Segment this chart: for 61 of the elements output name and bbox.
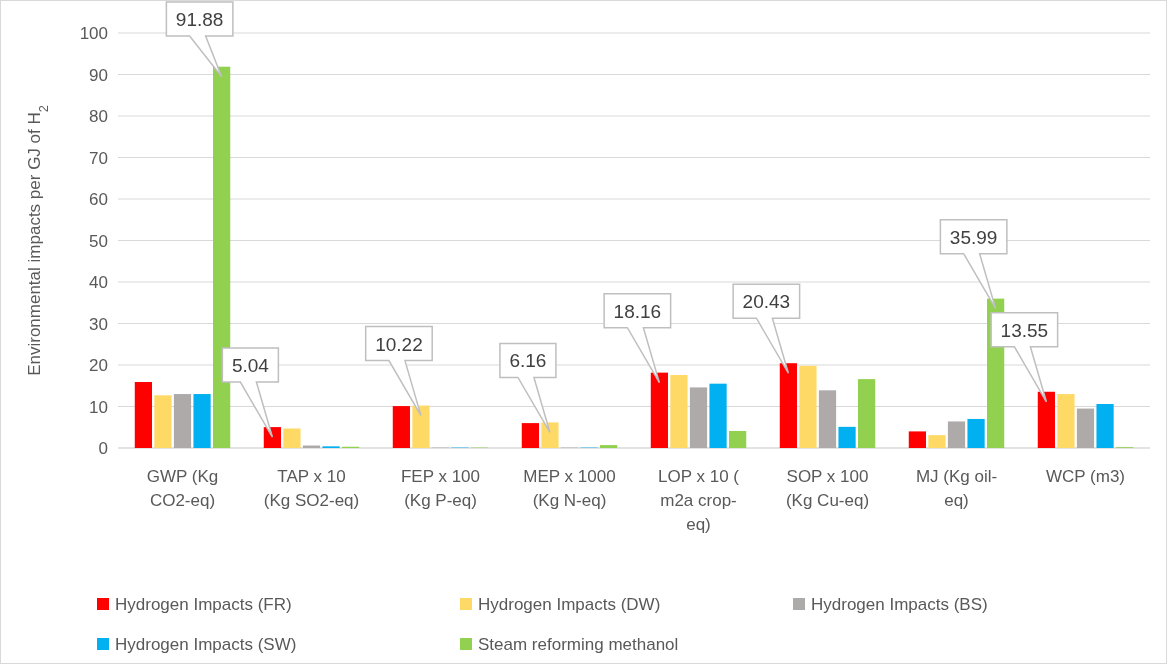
data-label: 35.99	[949, 226, 998, 248]
bar	[1096, 404, 1114, 448]
legend-label: Steam reforming methanol	[478, 635, 679, 654]
y-tick-label: 90	[89, 65, 108, 85]
bar	[600, 445, 618, 448]
bar	[541, 422, 559, 448]
legend-label: Hydrogen Impacts (SW)	[115, 635, 297, 654]
bar	[213, 66, 231, 448]
data-label: 5.04	[231, 355, 270, 377]
bar	[928, 435, 946, 448]
data-label: 91.88	[175, 9, 224, 30]
bar	[908, 431, 926, 448]
x-tick-label: SOP x 100 (Kg Cu-eq)	[785, 467, 870, 510]
data-label: 20.43	[742, 291, 791, 313]
bar	[967, 418, 985, 448]
y-tick-label: 50	[89, 231, 108, 251]
bar	[818, 390, 837, 448]
data-label: 18.16	[613, 300, 662, 322]
y-tick-label: 20	[89, 356, 108, 375]
bar	[193, 394, 211, 448]
legend-label: Hydrogen Impacts (BS)	[811, 595, 988, 614]
x-tick-label: WCP (m3)	[1045, 467, 1126, 486]
y-tick-label: 0	[98, 439, 108, 458]
bar	[779, 363, 797, 448]
data-label: 13.55	[1000, 319, 1049, 341]
y-tick-label: 60	[89, 190, 108, 209]
bar	[670, 374, 688, 448]
y-tick-label: 40	[89, 273, 108, 292]
data-label: 10.22	[375, 333, 423, 355]
y-tick-label: 100	[79, 24, 108, 43]
y-tick-label: 70	[89, 148, 108, 168]
bar	[838, 426, 856, 448]
bar	[947, 421, 966, 448]
y-tick-label: 80	[89, 107, 108, 126]
bar	[392, 406, 410, 448]
bar	[521, 423, 539, 448]
bar	[729, 430, 747, 448]
bar	[412, 405, 430, 448]
x-tick-label: TAP x 10 (Kg SO2-eq)	[263, 467, 360, 510]
x-tick-label: GWP (Kg CO2-eq)	[146, 467, 219, 510]
bar	[1076, 408, 1095, 448]
x-tick-label: MJ (Kg oil-eq)	[915, 467, 998, 510]
y-tick-label: 30	[89, 314, 108, 334]
bar	[134, 382, 152, 448]
bar	[173, 394, 192, 448]
bar	[709, 383, 727, 448]
bar	[689, 387, 708, 448]
bar	[858, 379, 876, 448]
x-tick-label: MEP x 1000 (Kg N-eq)	[523, 467, 616, 510]
legend-label: Hydrogen Impacts (FR)	[115, 595, 292, 614]
bar	[1057, 394, 1075, 448]
bar	[650, 372, 668, 448]
bar	[799, 365, 817, 448]
bar	[154, 395, 172, 448]
bar	[283, 428, 301, 448]
x-tick-label: LOP x 10 ( m2a crop-eq)	[658, 467, 740, 534]
y-tick-label: 10	[89, 397, 108, 417]
data-label: 6.16	[509, 350, 547, 372]
legend-label: Hydrogen Impacts (DW)	[478, 595, 661, 614]
bar	[1037, 391, 1055, 448]
x-tick-label: FEP x 100 (Kg P-eq)	[400, 467, 481, 510]
